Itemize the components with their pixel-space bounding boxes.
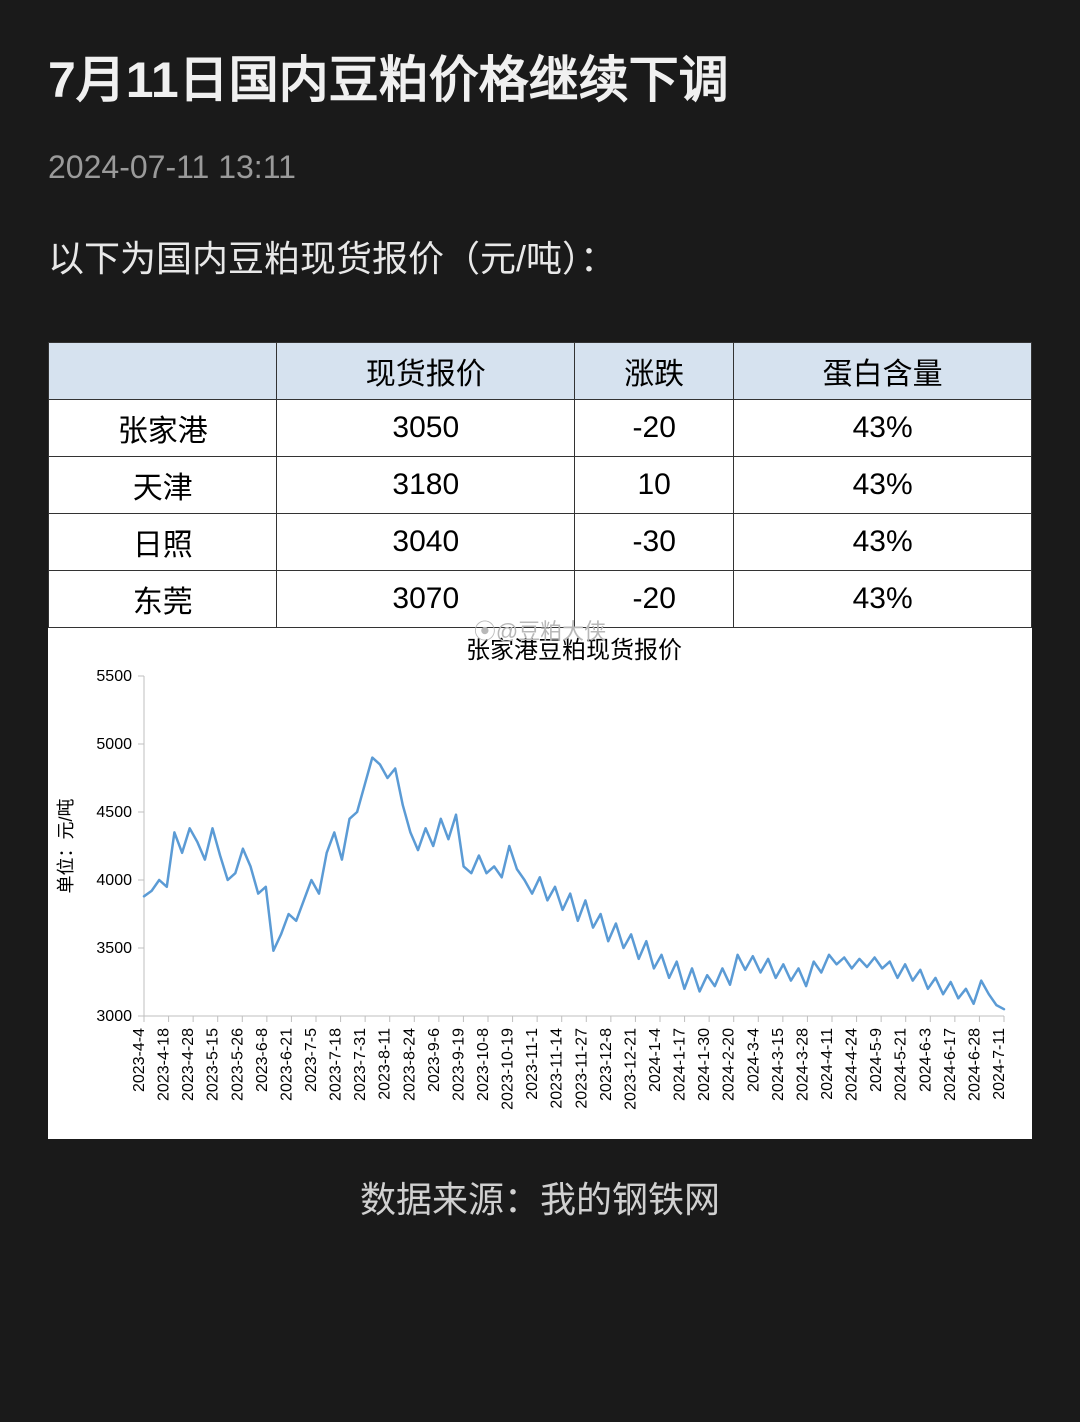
- price-line-chart: 张家港豆粕现货报价300035004000450050005500单位：元/吨2…: [48, 628, 1020, 1134]
- svg-text:2023-7-18: 2023-7-18: [328, 1028, 345, 1101]
- svg-text:2023-10-19: 2023-10-19: [500, 1028, 517, 1110]
- page-title: 7月11日国内豆粕价格继续下调: [48, 48, 1032, 113]
- table-row: 张家港3050-2043%: [49, 400, 1032, 457]
- table-header-price: 现货报价: [277, 343, 575, 400]
- svg-text:2024-2-20: 2024-2-20: [721, 1028, 738, 1101]
- svg-text:3000: 3000: [96, 1008, 132, 1025]
- chart-container: ⦿@豆粕大侠 张家港豆粕现货报价300035004000450050005500…: [48, 628, 1032, 1139]
- table-cell: 3180: [277, 457, 575, 514]
- table-cell: 43%: [734, 400, 1032, 457]
- svg-text:2023-8-24: 2023-8-24: [401, 1028, 418, 1101]
- svg-text:2024-6-28: 2024-6-28: [966, 1028, 983, 1101]
- svg-text:2023-6-21: 2023-6-21: [278, 1028, 295, 1101]
- svg-text:2024-6-17: 2024-6-17: [942, 1028, 959, 1101]
- table-cell: 3050: [277, 400, 575, 457]
- svg-text:2024-4-11: 2024-4-11: [819, 1028, 836, 1100]
- svg-text:2023-9-19: 2023-9-19: [450, 1028, 467, 1101]
- svg-text:2023-9-6: 2023-9-6: [426, 1028, 443, 1092]
- svg-text:4000: 4000: [96, 872, 132, 889]
- table-cell: 43%: [734, 457, 1032, 514]
- svg-text:2023-11-27: 2023-11-27: [573, 1028, 590, 1109]
- intro-text: 以下为国内豆粕现货报价（元/吨）：: [48, 230, 1032, 282]
- table-cell: -30: [575, 514, 734, 571]
- svg-text:2024-1-4: 2024-1-4: [647, 1028, 664, 1092]
- svg-text:2023-4-4: 2023-4-4: [131, 1028, 148, 1092]
- data-block: 现货报价 涨跌 蛋白含量 张家港3050-2043%天津31801043%日照3…: [48, 342, 1032, 1139]
- svg-text:3500: 3500: [96, 940, 132, 957]
- table-cell: 东莞: [49, 571, 277, 628]
- svg-text:2023-7-31: 2023-7-31: [352, 1028, 369, 1101]
- table-cell: 张家港: [49, 400, 277, 457]
- svg-text:2023-6-8: 2023-6-8: [254, 1028, 271, 1092]
- data-source-footer: 数据来源：我的钢铁网: [48, 1171, 1032, 1223]
- svg-text:2023-11-14: 2023-11-14: [549, 1028, 566, 1109]
- svg-text:2024-5-21: 2024-5-21: [893, 1028, 910, 1101]
- svg-text:2023-10-8: 2023-10-8: [475, 1028, 492, 1101]
- table-cell: 43%: [734, 514, 1032, 571]
- table-cell: 43%: [734, 571, 1032, 628]
- table-row: 天津31801043%: [49, 457, 1032, 514]
- svg-text:2023-4-28: 2023-4-28: [180, 1028, 197, 1101]
- svg-text:2023-12-8: 2023-12-8: [598, 1028, 615, 1101]
- svg-text:单位：元/吨: 单位：元/吨: [56, 798, 76, 893]
- table-header-protein: 蛋白含量: [734, 343, 1032, 400]
- table-cell: -20: [575, 400, 734, 457]
- watermark: ⦿@豆粕大侠: [474, 614, 606, 646]
- svg-text:2023-7-5: 2023-7-5: [303, 1028, 320, 1092]
- svg-text:2024-3-4: 2024-3-4: [745, 1028, 762, 1092]
- table-header-change: 涨跌: [575, 343, 734, 400]
- svg-text:2024-4-24: 2024-4-24: [844, 1028, 861, 1101]
- table-cell: 3040: [277, 514, 575, 571]
- svg-text:2024-7-11: 2024-7-11: [991, 1028, 1008, 1100]
- svg-text:2023-4-18: 2023-4-18: [156, 1028, 173, 1101]
- table-row: 日照3040-3043%: [49, 514, 1032, 571]
- table-cell: 天津: [49, 457, 277, 514]
- article-timestamp: 2024-07-11 13:11: [48, 149, 1032, 186]
- svg-text:2023-11-1: 2023-11-1: [524, 1028, 541, 1100]
- table-header-blank: [49, 343, 277, 400]
- svg-text:2023-8-11: 2023-8-11: [377, 1028, 394, 1100]
- svg-text:5000: 5000: [96, 736, 132, 753]
- svg-text:4500: 4500: [96, 804, 132, 821]
- svg-text:2024-5-9: 2024-5-9: [868, 1028, 885, 1092]
- svg-text:2023-12-21: 2023-12-21: [622, 1028, 639, 1110]
- table-header-row: 现货报价 涨跌 蛋白含量: [49, 343, 1032, 400]
- svg-text:2024-3-15: 2024-3-15: [770, 1028, 787, 1101]
- svg-text:5500: 5500: [96, 668, 132, 685]
- svg-text:2024-3-28: 2024-3-28: [794, 1028, 811, 1101]
- svg-text:2024-1-30: 2024-1-30: [696, 1028, 713, 1101]
- svg-text:2024-6-3: 2024-6-3: [917, 1028, 934, 1092]
- table-cell: 10: [575, 457, 734, 514]
- svg-text:2024-1-17: 2024-1-17: [672, 1028, 689, 1101]
- table-cell: 日照: [49, 514, 277, 571]
- svg-text:2023-5-26: 2023-5-26: [229, 1028, 246, 1101]
- svg-text:2023-5-15: 2023-5-15: [205, 1028, 222, 1101]
- price-table: 现货报价 涨跌 蛋白含量 张家港3050-2043%天津31801043%日照3…: [48, 342, 1032, 628]
